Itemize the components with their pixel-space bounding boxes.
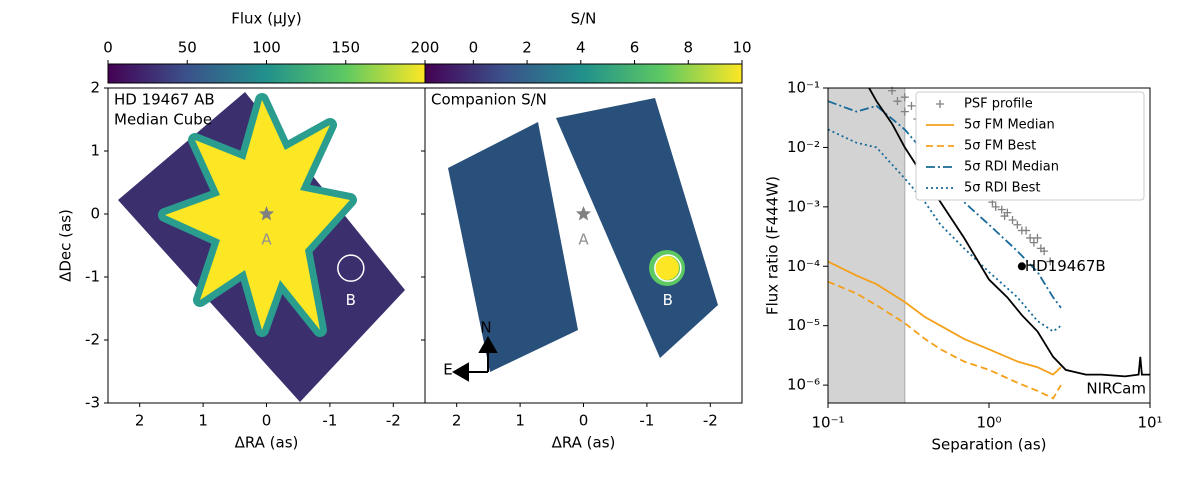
series-line xyxy=(827,100,1062,309)
colorbar-tick-label: 0 xyxy=(103,39,113,57)
star-marker xyxy=(258,206,275,221)
colorbar-label: Flux (μJy) xyxy=(231,10,302,28)
colorbar-tick-label: 6 xyxy=(630,39,640,57)
scatter-point xyxy=(1003,208,1012,217)
legend-symbol xyxy=(936,100,944,108)
colorbar-label: S/N xyxy=(571,10,597,28)
panel-label: HD 19467 AB xyxy=(114,91,215,109)
colorbar-tick-label: 0 xyxy=(469,39,479,57)
companion-label: HD19467B xyxy=(1025,257,1106,275)
series-line xyxy=(827,280,1062,400)
y-tick-label: 10⁻¹ xyxy=(787,79,820,97)
x-axis-label: ΔRA (as) xyxy=(552,434,616,452)
scatter-point xyxy=(997,205,1006,214)
colorbar-tick-label: 200 xyxy=(411,39,440,57)
snr-map xyxy=(448,98,718,372)
colorbar xyxy=(424,63,743,84)
colorbar-tick-label: 100 xyxy=(252,39,281,57)
shaded-region xyxy=(828,88,905,403)
x-tick-label: -2 xyxy=(703,412,718,430)
flux-map xyxy=(118,92,405,402)
colorbar-tick-label: 4 xyxy=(576,39,586,57)
series-line xyxy=(827,260,1062,376)
y-tick-label: 2 xyxy=(90,79,100,97)
colorbar-tick-label: 10 xyxy=(732,39,751,57)
series-label: NIRCam xyxy=(1086,380,1146,398)
scatter-point xyxy=(1033,233,1042,242)
legend-label: 5σ FM Best xyxy=(964,139,1036,154)
y-axis-label: Flux ratio (F444W) xyxy=(764,176,782,315)
x-tick-label: 0 xyxy=(579,412,589,430)
y-tick-label: 10⁻² xyxy=(787,138,820,156)
y-tick-label: 10⁻⁴ xyxy=(787,257,820,275)
circle-marker xyxy=(337,254,365,282)
x-tick-label: -1 xyxy=(322,412,337,430)
colorbar-tick-label: 2 xyxy=(522,39,532,57)
x-tick-label: 10⁰ xyxy=(976,414,1001,432)
y-tick-label: -2 xyxy=(85,331,100,349)
y-tick-label: 1 xyxy=(90,142,100,160)
panel-label: Companion S/N xyxy=(431,91,547,109)
x-tick-label: 1 xyxy=(515,412,525,430)
scatter-point xyxy=(1013,220,1022,229)
scatter-point xyxy=(1008,216,1017,225)
source-label: B xyxy=(663,291,673,309)
legend-label: PSF profile xyxy=(964,97,1033,112)
colorbar-tick-label: 150 xyxy=(331,39,360,57)
colorbar-tick-label: 50 xyxy=(178,39,197,57)
scatter-point xyxy=(991,202,1000,211)
scatter-point xyxy=(900,107,909,116)
scatter-point xyxy=(893,97,902,106)
x-axis-label: ΔRA (as) xyxy=(235,434,299,452)
x-tick-label: -1 xyxy=(639,412,654,430)
scatter-point xyxy=(1040,247,1049,256)
x-tick-label: 1 xyxy=(198,412,208,430)
panel-label: Median Cube xyxy=(114,111,212,129)
colorbar-tick-label: 8 xyxy=(683,39,693,57)
legend-box xyxy=(915,91,1145,201)
legend-label: 5σ RDI Best xyxy=(964,181,1040,196)
x-tick-label: 0 xyxy=(262,412,272,430)
x-tick-label: 10¹ xyxy=(1137,414,1162,432)
scatter-point xyxy=(1029,238,1038,247)
scatter-point xyxy=(1022,226,1031,235)
y-tick-label: -1 xyxy=(85,268,100,286)
x-axis-label: Separation (as) xyxy=(931,436,1046,454)
compass-label: E xyxy=(443,361,452,379)
star-marker xyxy=(575,206,592,221)
series-line xyxy=(868,87,1150,378)
companion-point xyxy=(1017,262,1026,271)
source-label: A xyxy=(578,230,589,248)
colorbar xyxy=(107,63,426,84)
source-label: A xyxy=(261,230,272,248)
x-tick-label: 2 xyxy=(135,412,145,430)
compass-label: N xyxy=(480,319,491,337)
y-tick-label: 0 xyxy=(90,205,100,223)
y-axis-label: ΔDec (as) xyxy=(57,209,75,282)
circle-marker xyxy=(654,254,682,282)
scatter-point xyxy=(1026,233,1035,242)
y-tick-label: -3 xyxy=(85,394,100,412)
x-tick-label: 10⁻¹ xyxy=(811,414,844,432)
x-tick-label: -2 xyxy=(386,412,401,430)
x-tick-label: 2 xyxy=(452,412,462,430)
source-label: B xyxy=(346,291,356,309)
compass xyxy=(451,335,498,382)
y-tick-label: 10⁻⁶ xyxy=(787,376,820,394)
y-tick-label: 10⁻³ xyxy=(787,197,820,215)
scatter-point xyxy=(907,101,916,110)
scatter-point xyxy=(900,93,909,102)
legend-label: 5σ RDI Median xyxy=(964,160,1059,175)
y-tick-label: 10⁻⁵ xyxy=(787,316,820,334)
legend-label: 5σ FM Median xyxy=(964,118,1055,133)
scatter-point xyxy=(1046,257,1055,266)
